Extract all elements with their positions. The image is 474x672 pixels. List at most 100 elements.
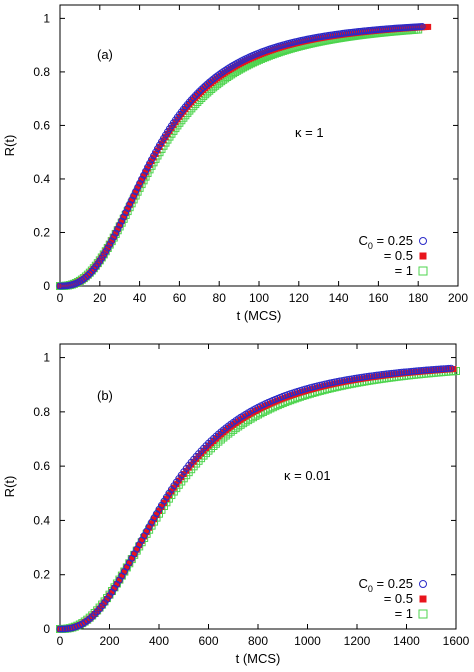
- data-point: [66, 624, 74, 632]
- series-1: [56, 22, 426, 290]
- data-point: [122, 210, 129, 217]
- data-point: [138, 537, 145, 544]
- y-tick-label: 0: [43, 279, 50, 293]
- data-point: [86, 270, 94, 278]
- data-point: [418, 22, 426, 30]
- y-tick-label: 0.6: [33, 459, 50, 473]
- data-point: [61, 625, 69, 633]
- chart-panel-a: 0 20 40 60 80 100 120 140 160 180 200 0 0.2 0.4 0.6 0.8…: [2, 4, 468, 323]
- data-point: [111, 584, 118, 591]
- y-axis-label: R(t): [2, 476, 17, 498]
- data-point: [84, 272, 92, 280]
- legend-marker: [419, 252, 427, 260]
- data-point: [193, 89, 201, 97]
- data-point: [393, 369, 401, 377]
- data-point: [106, 241, 113, 248]
- series-2: [57, 23, 432, 289]
- data-point: [398, 368, 406, 376]
- data-point: [110, 233, 118, 241]
- x-tick-label: 800: [248, 634, 268, 648]
- data-point: [341, 376, 349, 384]
- data-point: [447, 364, 455, 372]
- series-1: [56, 364, 455, 633]
- kappa-annotation: κ = 1: [295, 125, 324, 140]
- x-tick-label: 0: [57, 634, 64, 648]
- data-point: [132, 188, 140, 196]
- legend-label: = 0.5: [384, 591, 413, 606]
- data-point: [114, 226, 121, 233]
- x-tick-label: 80: [213, 291, 227, 305]
- data-point: [126, 559, 133, 566]
- data-point: [370, 371, 378, 379]
- data-point: [395, 369, 403, 377]
- x-tick-label: 1200: [344, 634, 371, 648]
- data-point: [425, 366, 433, 374]
- y-tick-label: 0.4: [33, 172, 50, 186]
- data-point: [378, 371, 386, 379]
- y-tick-label: 1: [43, 351, 50, 365]
- data-point: [201, 82, 209, 90]
- data-point: [400, 368, 408, 376]
- x-tick-label: 200: [448, 291, 468, 305]
- data-point: [132, 189, 139, 196]
- chart-panel-b: 0 200 400 600 800 1000 1200 1400 1600 0 0.2 0.4 0.6 0…: [2, 343, 470, 666]
- data-point: [102, 248, 109, 255]
- data-point: [118, 218, 125, 225]
- data-point: [199, 84, 207, 92]
- data-point: [425, 23, 432, 30]
- data-point: [138, 177, 145, 184]
- data-point: [183, 100, 191, 108]
- data-point: [152, 148, 160, 156]
- data-point: [104, 244, 112, 252]
- y-axis-label: R(t): [2, 135, 17, 157]
- data-point: [432, 365, 440, 373]
- data-point: [187, 96, 195, 104]
- data-point: [88, 267, 96, 275]
- y-tick-label: 0.6: [33, 118, 50, 132]
- data-point: [118, 572, 125, 579]
- data-point: [104, 244, 111, 251]
- data-point: [346, 375, 354, 383]
- data-point: [197, 85, 205, 93]
- data-point: [130, 193, 137, 200]
- data-point: [148, 520, 155, 527]
- data-point: [191, 91, 199, 99]
- data-point: [121, 568, 128, 575]
- data-point: [156, 143, 163, 150]
- y-tick-label: 0.4: [33, 513, 50, 527]
- data-point: [104, 595, 111, 602]
- data-point: [348, 375, 356, 383]
- data-point: [338, 377, 346, 385]
- data-point: [133, 546, 140, 553]
- data-point: [124, 204, 132, 212]
- x-tick-label: 120: [289, 291, 309, 305]
- data-point: [164, 130, 171, 137]
- data-point: [116, 221, 124, 229]
- data-point: [333, 378, 341, 386]
- data-point: [355, 374, 363, 382]
- x-tick-label: 20: [93, 291, 107, 305]
- data-point: [151, 516, 158, 523]
- data-point: [336, 377, 344, 385]
- legend-marker: [419, 595, 427, 603]
- data-point: [131, 551, 138, 558]
- data-point: [102, 248, 110, 256]
- data-point: [122, 209, 130, 217]
- data-point: [162, 134, 169, 141]
- data-point: [373, 371, 381, 379]
- data-point: [420, 366, 428, 374]
- y-tick-label: 0.2: [33, 568, 50, 582]
- x-tick-label: 1000: [294, 634, 321, 648]
- data-point: [430, 365, 438, 373]
- data-point: [412, 367, 420, 375]
- data-point: [110, 233, 117, 240]
- data-point: [141, 533, 148, 540]
- x-tick-label: 160: [368, 291, 388, 305]
- data-point: [123, 564, 130, 571]
- x-tick-label: 180: [408, 291, 428, 305]
- panel-label: (a): [97, 47, 113, 62]
- data-point: [360, 373, 368, 381]
- legend-label: = 1: [395, 263, 413, 278]
- data-point: [82, 273, 90, 281]
- data-point: [146, 524, 153, 531]
